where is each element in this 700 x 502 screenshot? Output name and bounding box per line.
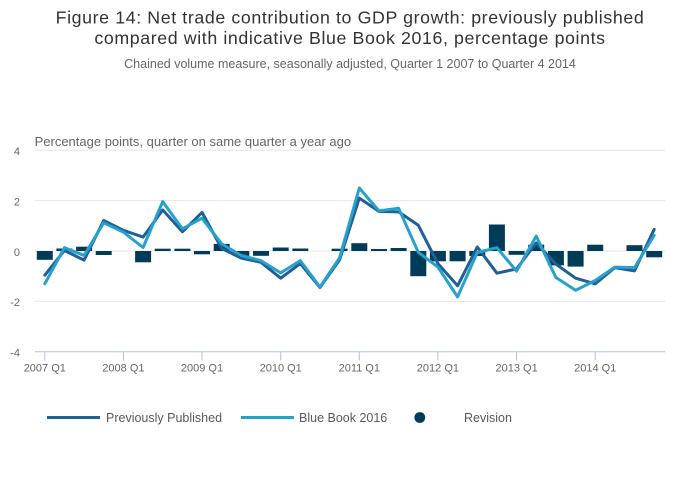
svg-text:2007 Q1: 2007 Q1 bbox=[24, 363, 66, 375]
svg-text:0: 0 bbox=[14, 247, 20, 259]
svg-text:Previously Published: Previously Published bbox=[106, 411, 222, 425]
svg-text:Percentage points, quarter on: Percentage points, quarter on same quart… bbox=[35, 134, 352, 149]
svg-text:-2: -2 bbox=[10, 297, 20, 309]
svg-text:compared with indicative Blue: compared with indicative Blue Book 2016,… bbox=[94, 28, 605, 48]
svg-text:2: 2 bbox=[14, 196, 20, 208]
svg-text:4: 4 bbox=[14, 146, 20, 158]
svg-text:2013 Q1: 2013 Q1 bbox=[495, 363, 537, 375]
svg-text:2008 Q1: 2008 Q1 bbox=[102, 363, 144, 375]
svg-text:Revision: Revision bbox=[464, 411, 512, 425]
svg-text:2014 Q1: 2014 Q1 bbox=[574, 363, 616, 375]
svg-text:2010 Q1: 2010 Q1 bbox=[260, 363, 302, 375]
svg-text:2012 Q1: 2012 Q1 bbox=[417, 363, 459, 375]
svg-text:2011 Q1: 2011 Q1 bbox=[339, 363, 380, 375]
svg-text:-4: -4 bbox=[10, 348, 20, 360]
svg-text:Blue Book 2016: Blue Book 2016 bbox=[299, 411, 387, 425]
svg-text:Figure 14: Net trade contribut: Figure 14: Net trade contribution to GDP… bbox=[56, 8, 645, 28]
svg-text:2009 Q1: 2009 Q1 bbox=[181, 363, 223, 375]
svg-text:Chained volume measure, season: Chained volume measure, seasonally adjus… bbox=[124, 57, 576, 71]
